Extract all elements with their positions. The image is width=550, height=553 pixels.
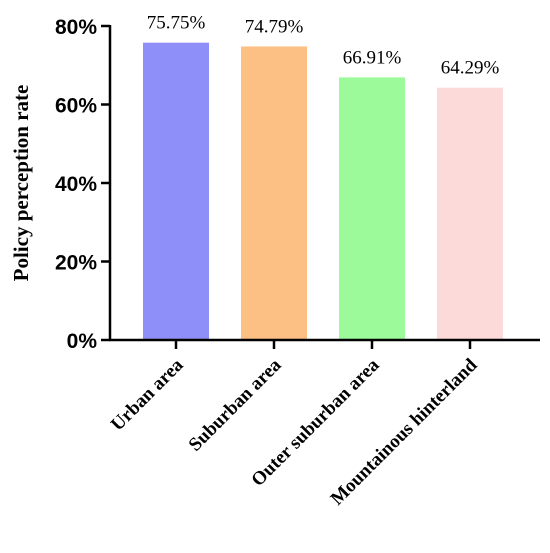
data-label: 74.79% <box>245 16 304 37</box>
y-axis-title: Policy perception rate <box>9 85 33 282</box>
value-labels-group: 75.75% 74.79% 66.91% 64.29% <box>147 13 500 79</box>
data-label: 66.91% <box>343 47 402 68</box>
bar <box>339 77 405 341</box>
data-label: 75.75% <box>147 13 206 34</box>
bar <box>437 87 503 341</box>
y-tick-label: 40% <box>55 173 97 196</box>
category-label: Urban area <box>107 354 188 435</box>
category-label: Suburban area <box>185 354 286 455</box>
y-tick-label: 60% <box>55 95 97 118</box>
y-ticks-group: 0% 20% 40% 60% 80% <box>55 16 110 353</box>
bar <box>143 42 209 341</box>
bars-group <box>143 42 503 349</box>
y-tick-label: 0% <box>67 330 98 353</box>
bar <box>241 46 307 340</box>
y-tick-label: 80% <box>55 16 97 39</box>
data-label: 64.29% <box>441 58 500 79</box>
y-tick-label: 20% <box>55 252 97 275</box>
